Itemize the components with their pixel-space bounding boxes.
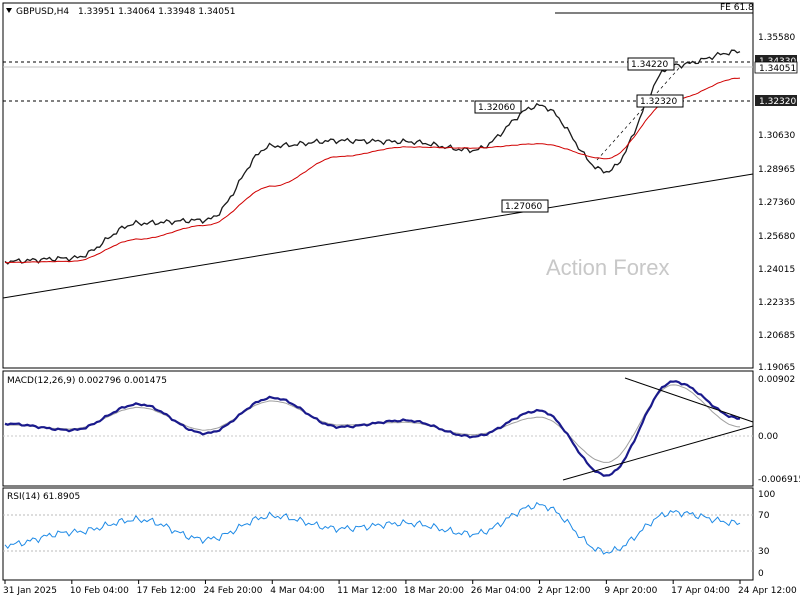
rsi-tick: 100	[758, 490, 775, 500]
annotation-text: 1.32320	[640, 97, 677, 107]
rsi-axis: 100 70 30 0	[758, 490, 775, 579]
rsi-label: RSI(14) 61.8905	[7, 492, 80, 502]
annotation-peak: 1.32060	[474, 100, 522, 114]
marker-level-low-text: 1.32320	[759, 97, 796, 107]
marker-current-text: 1.34051	[759, 64, 796, 74]
time-tick-label: 4 Mar 04:00	[270, 586, 325, 596]
rsi-panel-frame	[2, 487, 754, 581]
price-tick: 1.25680	[758, 232, 795, 242]
price-tick: 1.30630	[758, 131, 795, 141]
annotation-trough: 1.27060	[501, 199, 549, 213]
macd-axis: 0.00902 0.00 -0.006915	[758, 375, 800, 485]
price-line	[4, 49, 741, 265]
symbol-arrow-icon	[6, 8, 12, 13]
time-tick-label: 10 Feb 04:00	[70, 586, 129, 596]
marker-level-low	[755, 95, 797, 106]
time-tick-label: 2 Apr 12:00	[538, 586, 591, 596]
price-tick: 1.20685	[758, 331, 795, 341]
annotation-box	[501, 199, 549, 213]
moving-average-line	[4, 77, 741, 264]
time-tick-label: 17 Apr 04:00	[671, 586, 730, 596]
time-axis: 31 Jan 2025 10 Feb 04:00 17 Feb 12:00 24 Fe…	[3, 580, 797, 596]
annotation-text: 1.27060	[505, 202, 542, 212]
time-tick-label: 26 Mar 04:00	[471, 586, 531, 596]
chart-header: GBPUSD,H4 1.33951 1.34064 1.33948 1.3405…	[6, 7, 235, 17]
watermark: Action Forex	[546, 255, 670, 280]
price-tick: 1.35580	[758, 33, 795, 43]
annotation-box	[474, 100, 522, 114]
macd-line	[4, 380, 741, 477]
time-tick-label: 24 Feb 20:00	[203, 586, 262, 596]
rsi-tick: 0	[758, 569, 764, 579]
annotation-high: 1.34220	[627, 57, 675, 71]
annotation-low-level: 1.32320	[636, 94, 684, 108]
marker-current	[754, 61, 798, 74]
rsi-tick: 30	[758, 547, 770, 557]
macd-tick: 0.00	[758, 432, 778, 442]
symbol-label: GBPUSD,H4	[16, 7, 69, 17]
time-tick-label: 9 Apr 20:00	[604, 586, 657, 596]
rsi-tick: 70	[758, 511, 770, 521]
macd-trendline-upper	[624, 377, 754, 423]
time-tick-label: 17 Feb 12:00	[137, 586, 196, 596]
marker-level-high	[755, 55, 797, 66]
price-tick: 1.22335	[758, 298, 795, 308]
time-tick-label: 31 Jan 2025	[3, 586, 57, 596]
annotation-text: 1.32060	[478, 103, 515, 113]
macd-label: MACD(12,26,9) 0.002796 0.001475	[7, 376, 167, 386]
price-tick: 1.27360	[758, 198, 795, 208]
price-trendline	[2, 173, 754, 299]
macd-tick: -0.006915	[758, 475, 800, 485]
macd-tick: 0.00902	[758, 375, 795, 385]
time-tick-label: 11 Mar 12:00	[337, 586, 397, 596]
annotation-text: 1.34220	[631, 60, 668, 70]
price-tick: 1.24015	[758, 265, 795, 275]
rsi-line	[4, 501, 741, 555]
ohlc-label: 1.33951 1.34064 1.33948 1.34051	[78, 7, 235, 17]
time-tick-label: 24 Apr 12:00	[738, 586, 797, 596]
annotation-box	[627, 57, 675, 71]
macd-panel-frame	[2, 370, 754, 487]
dashed-fib-line	[596, 66, 681, 161]
price-tick: 1.28965	[758, 165, 795, 175]
fe-label: FE 61.8	[720, 3, 754, 13]
time-tick-label: 18 Mar 20:00	[404, 586, 464, 596]
price-tick: 1.19065	[758, 363, 795, 373]
macd-trendline-lower	[562, 425, 754, 481]
annotation-box	[636, 94, 684, 108]
price-axis: 1.35580 1.30630 1.28965 1.27360 1.25680 …	[754, 33, 798, 373]
